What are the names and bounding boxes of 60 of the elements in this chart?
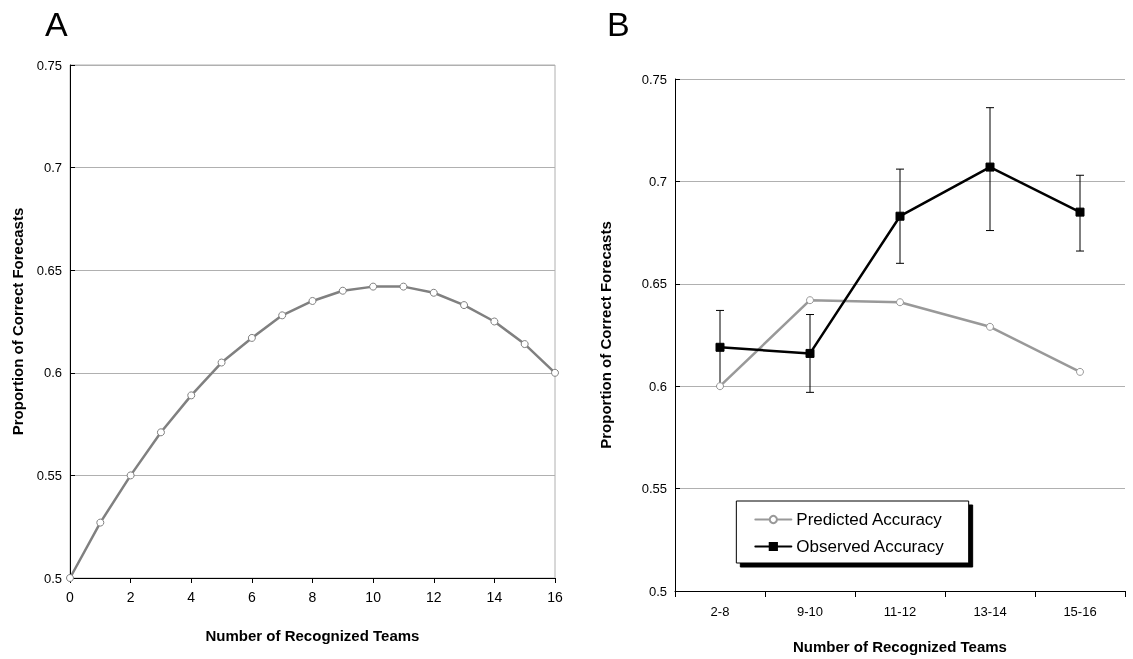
x-tick-label: 6 — [247, 589, 256, 605]
point — [126, 471, 135, 480]
x-tick-label: 4 — [187, 589, 196, 605]
x-tick-label: 2 — [126, 589, 135, 605]
point — [278, 311, 287, 320]
y-axis-title: Proportion of Correct Forecasts — [9, 207, 26, 436]
point — [551, 368, 559, 377]
y-tick-label: 0.75 — [36, 57, 62, 73]
point — [399, 282, 408, 291]
x-tick-label: 14 — [486, 589, 503, 605]
point — [308, 296, 317, 305]
point — [1076, 367, 1084, 376]
y-tick-label: 0.6 — [43, 365, 62, 381]
chart-title: B — [607, 5, 630, 43]
point — [985, 162, 995, 172]
x-tick-label: 16 — [547, 589, 563, 605]
point — [156, 428, 165, 437]
y-tick-label: 0.6 — [648, 378, 667, 394]
point — [895, 211, 905, 221]
y-tick-label: 0.7 — [648, 173, 667, 189]
y-tick-label: 0.65 — [36, 262, 62, 278]
point — [715, 342, 725, 352]
point — [460, 301, 469, 310]
x-tick-label: 0 — [66, 589, 75, 605]
y-tick-label: 0.5 — [43, 570, 62, 586]
x-tick-label: 11-12 — [883, 604, 917, 619]
point — [986, 322, 994, 331]
point — [716, 382, 724, 391]
x-tick-label: 8 — [308, 589, 317, 605]
legend-label: Predicted Accuracy — [796, 510, 943, 529]
point — [490, 317, 499, 326]
y-axis-title: Proportion of Correct Forecasts — [597, 221, 614, 449]
point — [96, 518, 105, 527]
legend-label: Observed Accuracy — [796, 537, 945, 556]
y-tick-label: 0.5 — [648, 583, 667, 599]
point — [805, 348, 815, 358]
x-tick-label: 2-8 — [710, 604, 730, 619]
y-tick-label: 0.7 — [43, 160, 62, 176]
point — [806, 296, 814, 305]
x-tick-label: 15-16 — [1063, 604, 1097, 619]
point — [338, 286, 347, 295]
point — [369, 282, 378, 291]
x-tick-label: 12 — [425, 589, 442, 605]
point — [187, 391, 196, 400]
point — [247, 333, 256, 342]
y-tick-label: 0.55 — [641, 481, 667, 497]
y-tick-label: 0.75 — [641, 71, 667, 87]
x-tick-label: 9-10 — [796, 604, 824, 619]
y-tick-label: 0.55 — [36, 467, 62, 483]
x-tick-label: 13-14 — [973, 604, 1007, 619]
point — [217, 358, 226, 367]
point — [1075, 207, 1085, 217]
point — [896, 298, 904, 307]
point — [429, 288, 438, 297]
y-tick-label: 0.65 — [641, 276, 667, 292]
x-axis-title: Number of Recognized Teams — [205, 627, 420, 644]
x-axis-title: Number of Recognized Teams — [793, 638, 1007, 655]
x-tick-label: 10 — [365, 589, 382, 605]
point — [520, 340, 529, 349]
chart-title: A — [45, 5, 68, 43]
